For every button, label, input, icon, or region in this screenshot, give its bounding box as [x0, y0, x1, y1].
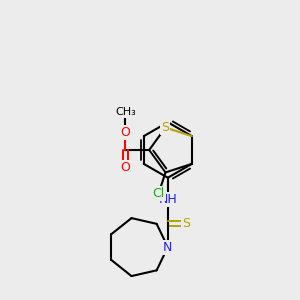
Text: S: S — [182, 217, 190, 230]
Text: N: N — [163, 241, 172, 254]
Text: N: N — [163, 241, 172, 254]
Text: O: O — [121, 161, 130, 174]
Text: Cl: Cl — [153, 187, 165, 200]
Text: O: O — [121, 126, 130, 139]
Text: O: O — [121, 126, 130, 139]
Text: NH: NH — [158, 193, 177, 206]
Text: CH₃: CH₃ — [115, 107, 136, 117]
Text: CH₃: CH₃ — [115, 107, 136, 117]
Text: O: O — [121, 161, 130, 174]
Text: NH: NH — [158, 193, 177, 206]
Text: S: S — [161, 121, 169, 134]
Text: Cl: Cl — [153, 187, 165, 200]
Text: S: S — [182, 217, 190, 230]
